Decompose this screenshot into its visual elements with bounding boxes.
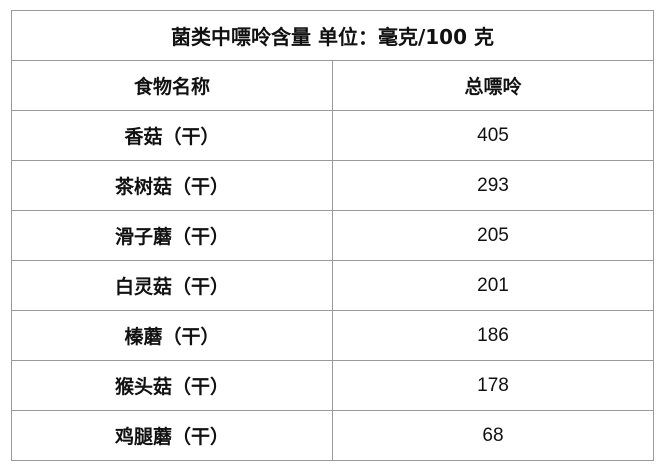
purine-value-cell: 201 xyxy=(332,260,654,311)
table-row: 茶树菇（干） 293 xyxy=(11,160,654,211)
purine-value-cell: 405 xyxy=(332,110,654,161)
header-food-name: 食物名称 xyxy=(11,60,333,111)
food-name-cell: 香菇（干） xyxy=(11,110,333,161)
food-name-cell: 白灵菇（干） xyxy=(11,260,333,311)
food-name-cell: 鸡腿蘑（干） xyxy=(11,410,333,461)
table-row: 鸡腿蘑（干） 68 xyxy=(11,410,654,461)
table-title: 菌类中嘌呤含量 单位：毫克/100 克 xyxy=(11,10,654,61)
table-row: 滑子蘑（干） 205 xyxy=(11,210,654,261)
header-total-purine: 总嘌呤 xyxy=(332,60,654,111)
header-row: 食物名称 总嘌呤 xyxy=(11,60,654,111)
table-row: 猴头菇（干） 178 xyxy=(11,360,654,411)
purine-value-cell: 178 xyxy=(332,360,654,411)
purine-value-cell: 205 xyxy=(332,210,654,261)
table-row: 香菇（干） 405 xyxy=(11,110,654,161)
purine-value-cell: 186 xyxy=(332,310,654,361)
table-row: 白灵菇（干） 201 xyxy=(11,260,654,311)
food-name-cell: 滑子蘑（干） xyxy=(11,210,333,261)
title-row: 菌类中嘌呤含量 单位：毫克/100 克 xyxy=(11,10,654,61)
table-row: 榛蘑（干） 186 xyxy=(11,310,654,361)
purine-value-cell: 293 xyxy=(332,160,654,211)
food-name-cell: 猴头菇（干） xyxy=(11,360,333,411)
purine-value-cell: 68 xyxy=(332,410,654,461)
food-name-cell: 榛蘑（干） xyxy=(11,310,333,361)
food-name-cell: 茶树菇（干） xyxy=(11,160,333,211)
purine-table: 菌类中嘌呤含量 单位：毫克/100 克 食物名称 总嘌呤 香菇（干） 405 茶树菇… xyxy=(11,10,654,461)
